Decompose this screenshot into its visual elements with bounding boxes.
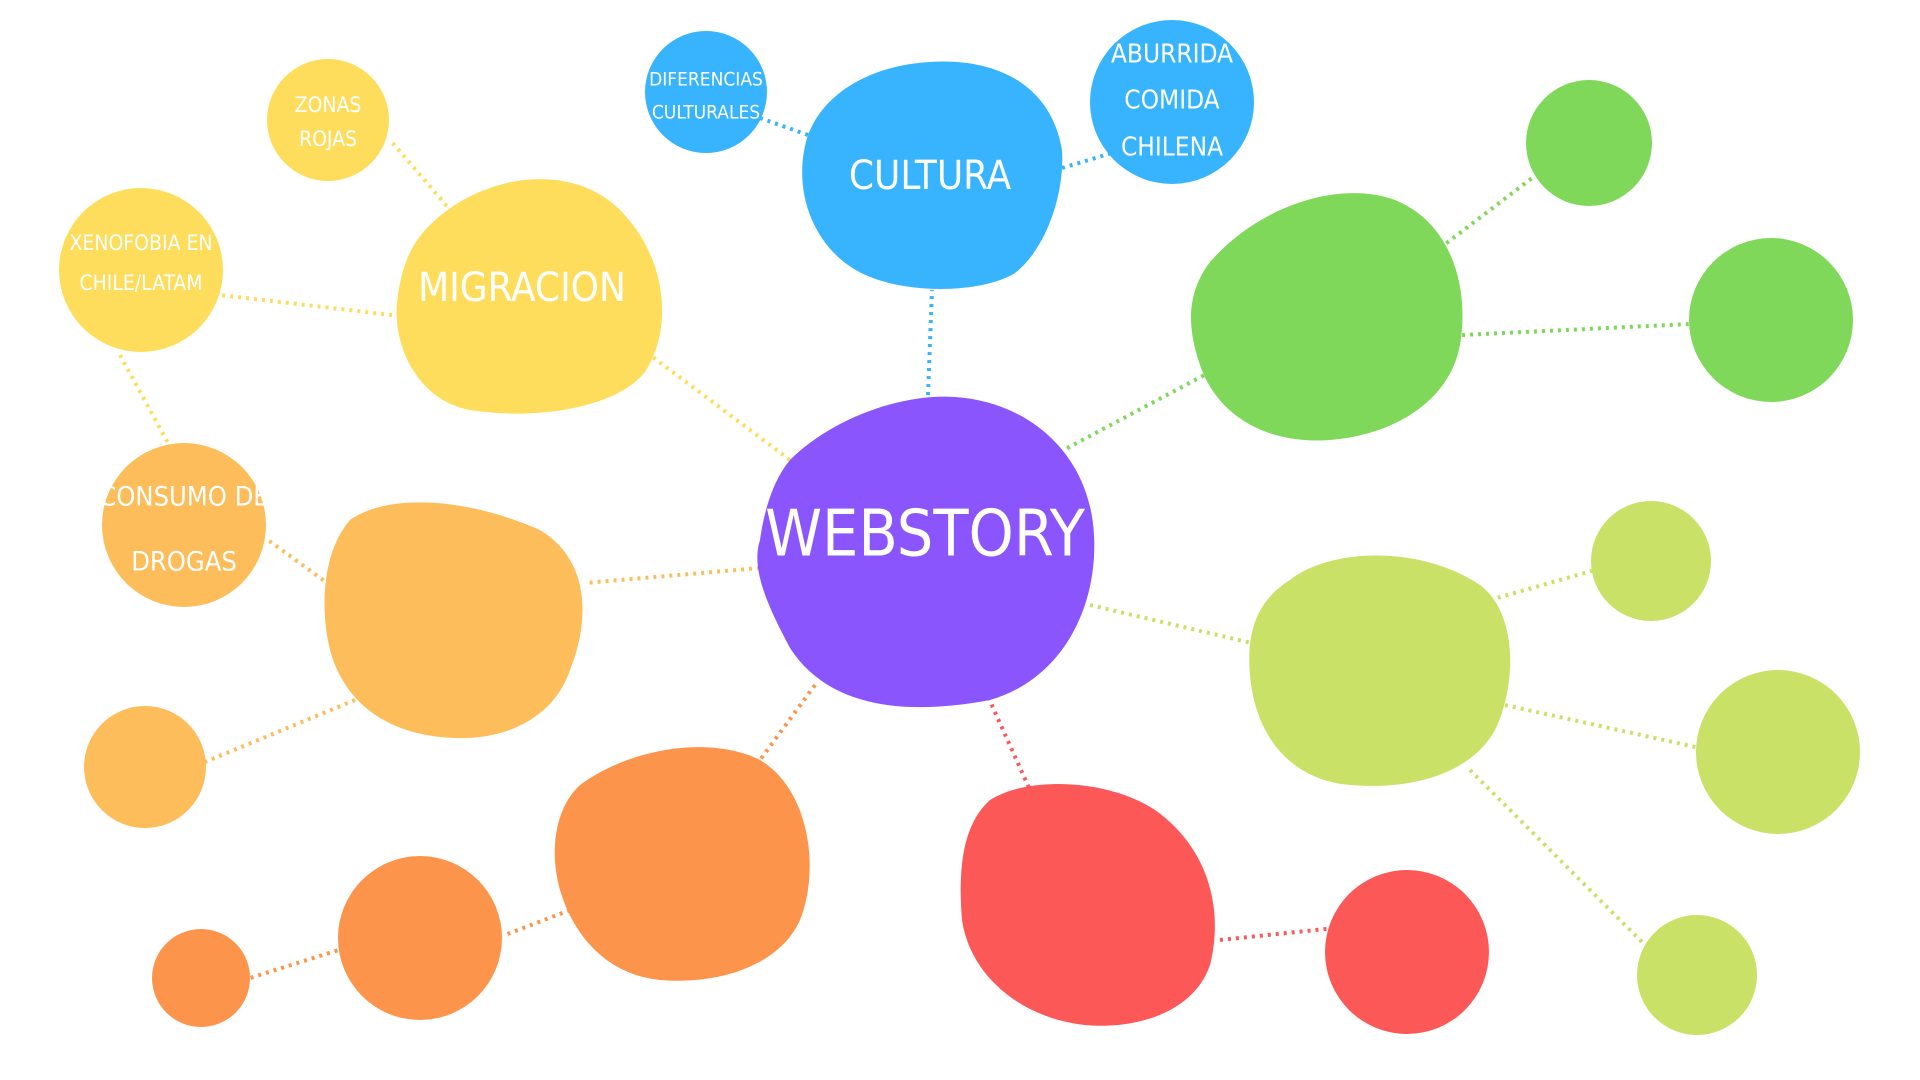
link-center-lime-main xyxy=(1089,603,1261,647)
zonas-label-line2: ROJAS xyxy=(299,127,357,151)
aburrida-label-line3: CHILENA xyxy=(1121,133,1223,163)
cultura-label: CULTURA xyxy=(849,153,1012,199)
xenofobia-label-line1: XENOFOBIA EN xyxy=(69,231,212,255)
green-right-leaf-node[interactable] xyxy=(1689,238,1853,402)
link-center-orange-main xyxy=(758,683,817,762)
orange-mid-leaf-node[interactable] xyxy=(338,856,502,1020)
orange-small-leaf-node[interactable] xyxy=(152,929,250,1027)
link-cultura-aburrida xyxy=(1061,151,1113,170)
diferencias-culturales-node[interactable] xyxy=(645,31,767,153)
xenofobia-node[interactable] xyxy=(59,188,223,352)
main-nodes: CULTURA MIGRACION WEBSTORY xyxy=(324,61,1511,1026)
link-lime-top xyxy=(1489,568,1596,602)
link-migracion-xenofobia xyxy=(219,293,401,318)
migracion-label: MIGRACION xyxy=(418,265,626,311)
link-red-child xyxy=(1219,926,1336,942)
link-orange-mid xyxy=(504,908,571,937)
consumo-label-line2: DROGAS xyxy=(131,547,237,578)
zonas-label-line1: ZONAS xyxy=(295,93,362,117)
migracion-node[interactable] xyxy=(396,179,663,414)
orange-light-leaf-node[interactable] xyxy=(84,706,206,828)
green-top-leaf-node[interactable] xyxy=(1526,80,1652,206)
link-cultura-diferencias xyxy=(759,116,809,137)
diferencias-label-line1: DIFERENCIAS xyxy=(649,69,763,91)
link-orange-light-consumo xyxy=(266,538,332,587)
connector-links xyxy=(118,116,1701,980)
lime-main-node[interactable] xyxy=(1249,555,1511,786)
lime-bottom-leaf-node[interactable] xyxy=(1637,915,1757,1035)
aburrida-comida-chilena-node[interactable] xyxy=(1090,20,1254,184)
link-center-cultura xyxy=(926,289,934,396)
leaf-nodes: DIFERENCIAS CULTURALES ABURRIDA COMIDA C… xyxy=(59,20,1860,1035)
link-lime-bottom xyxy=(1468,768,1647,947)
link-orange-light-small xyxy=(204,698,356,764)
link-orange-small xyxy=(249,946,346,980)
consumo-label-line1: CONSUMO DE xyxy=(99,482,268,513)
aburrida-label-line1: ABURRIDA xyxy=(1111,40,1233,70)
red-main-node[interactable] xyxy=(960,783,1215,1026)
lime-mid-leaf-node[interactable] xyxy=(1696,670,1860,834)
webstory-label: WEBSTORY xyxy=(765,498,1086,572)
cultura-node[interactable] xyxy=(802,61,1063,289)
link-green-top xyxy=(1438,170,1542,250)
diferencias-label-line2: CULTURALES xyxy=(652,102,760,124)
webstory-center-node[interactable] xyxy=(757,396,1095,708)
zonas-rojas-node[interactable] xyxy=(267,59,389,181)
orange-light-main-node[interactable] xyxy=(324,502,583,739)
link-center-green-main xyxy=(1059,370,1211,454)
orange-main-node[interactable] xyxy=(554,747,810,981)
link-center-migracion xyxy=(648,353,792,462)
link-migracion-zonas xyxy=(388,138,454,214)
link-center-orange-light-main xyxy=(584,566,761,585)
link-lime-mid xyxy=(1504,703,1701,750)
red-leaf-node[interactable] xyxy=(1325,870,1489,1034)
xenofobia-label-line2: CHILE/LATAM xyxy=(79,271,202,295)
lime-top-leaf-node[interactable] xyxy=(1591,501,1711,621)
link-center-red-main xyxy=(983,689,1032,791)
link-green-right xyxy=(1461,322,1691,337)
consumo-drogas-node[interactable] xyxy=(102,443,266,607)
aburrida-label-line2: COMIDA xyxy=(1124,86,1219,116)
green-main-node[interactable] xyxy=(1190,193,1463,441)
